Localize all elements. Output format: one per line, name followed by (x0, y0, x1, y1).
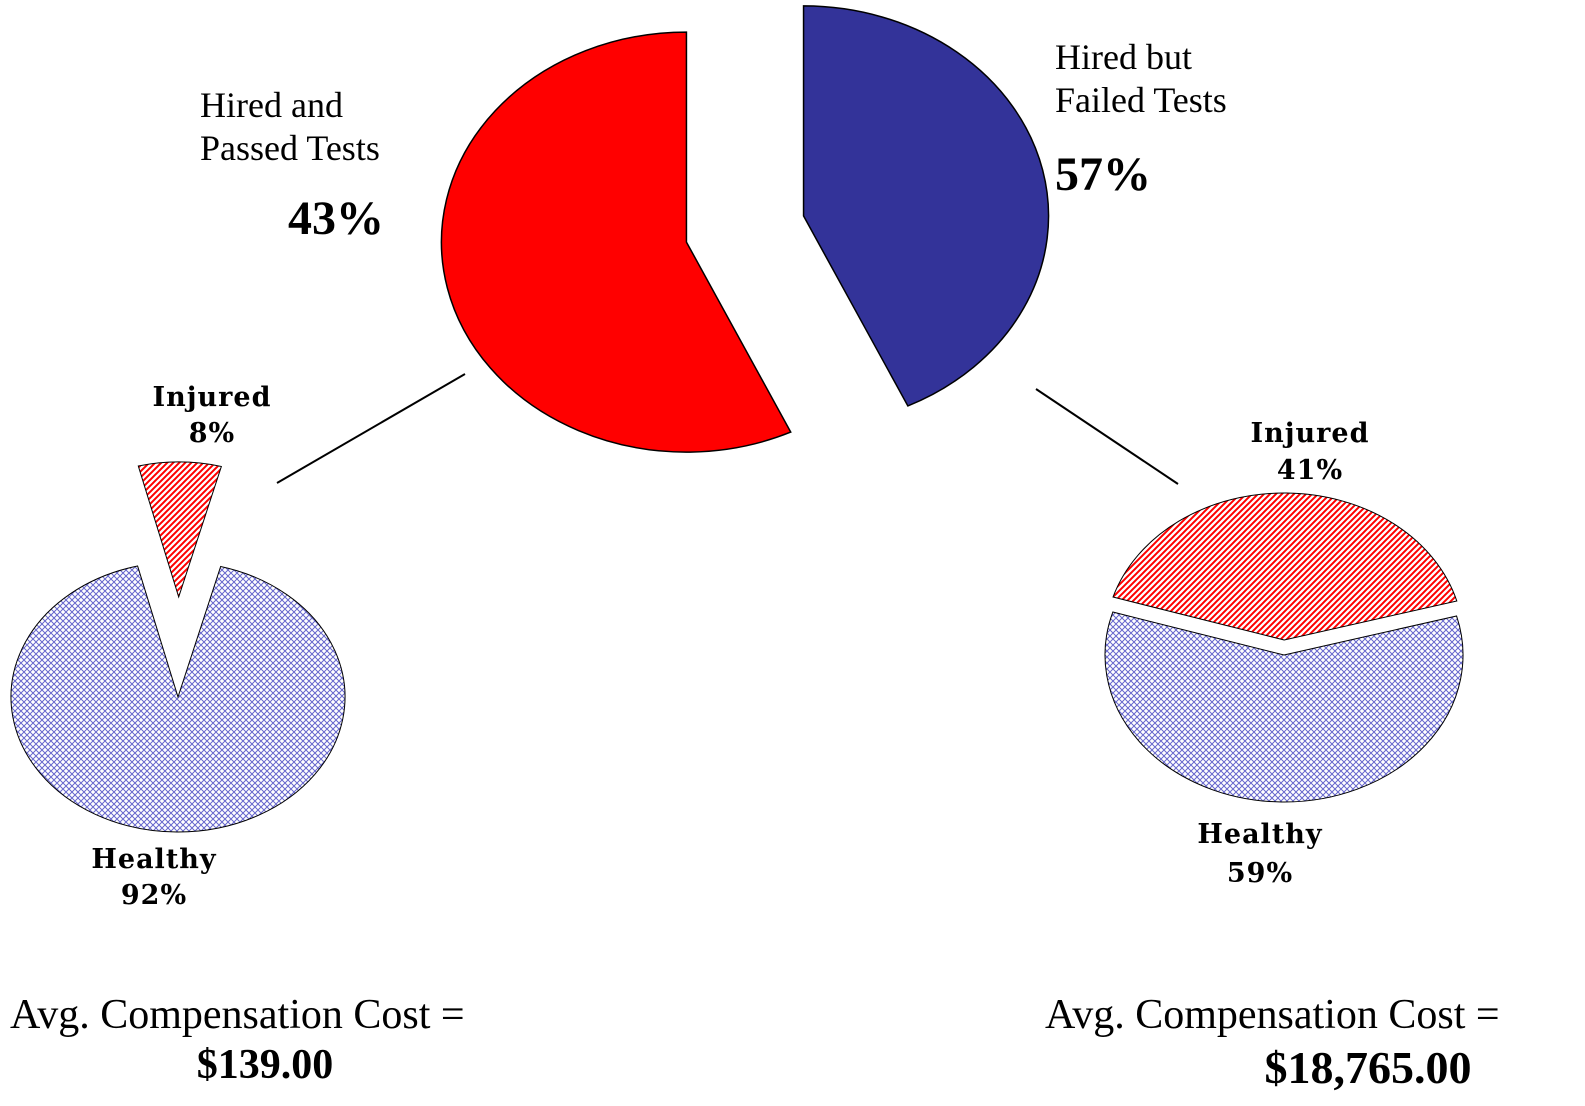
annotation: Avg. Compensation Cost = (1045, 992, 1500, 1038)
annotation: Avg. Compensation Cost = (10, 992, 465, 1038)
slice-value-label: 8% (188, 418, 236, 449)
slice-label: Injured (152, 382, 272, 413)
slice-label: Hired and Passed Tests (200, 85, 380, 169)
slice-label: Healthy (1197, 819, 1323, 850)
slice-label: Injured (1250, 418, 1370, 449)
connector (1035, 388, 1179, 485)
slice-label: Healthy (91, 844, 217, 875)
pie-slice (10, 565, 346, 833)
slice-value-label: 43% (288, 192, 384, 245)
connector (276, 373, 466, 484)
pie-slice (802, 5, 1050, 407)
slice-value-label: 92% (120, 880, 188, 911)
slice-value-label: 59% (1226, 858, 1294, 889)
pie-slice (440, 31, 792, 453)
pie-slice (137, 461, 223, 599)
pie-slice (1112, 492, 1458, 641)
slice-label: Hired but Failed Tests (1055, 37, 1227, 121)
slice-value-label: 57% (1055, 148, 1151, 201)
slice-value-label: 41% (1276, 455, 1344, 486)
annotation: $139.00 (196, 1042, 334, 1088)
annotation: $18,765.00 (1264, 1042, 1472, 1093)
pie-slice (1104, 611, 1464, 803)
